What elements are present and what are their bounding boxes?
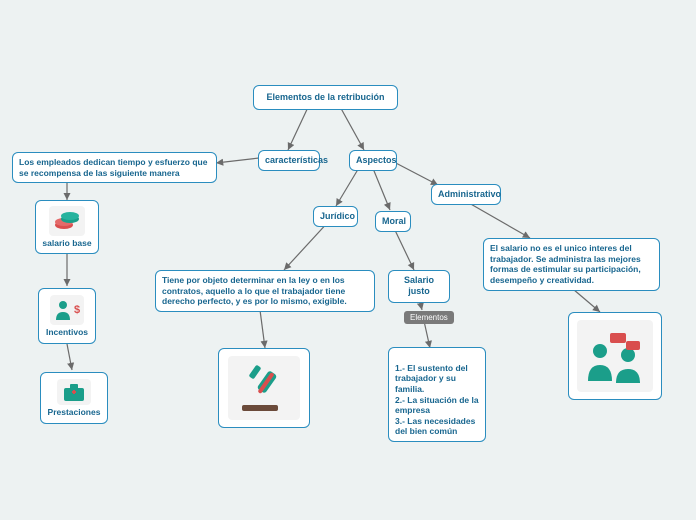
admin-detail-label: El salario no es el unico interes del tr… bbox=[490, 243, 641, 285]
juridico-detail-label: Tiene por objeto determinar en la ley o … bbox=[162, 275, 347, 306]
briefcase-icon bbox=[57, 379, 91, 405]
card-conversation[interactable] bbox=[568, 312, 662, 400]
node-empleados[interactable]: Los empleados dedican tiempo y esfuerzo … bbox=[12, 152, 217, 183]
card-gavel[interactable] bbox=[218, 348, 310, 428]
svg-text:$: $ bbox=[74, 304, 80, 316]
card-incentivos[interactable]: $ Incentivos bbox=[38, 288, 96, 344]
conversation-icon bbox=[577, 320, 653, 392]
gavel-icon bbox=[228, 356, 300, 420]
node-juridico[interactable]: Jurídico bbox=[313, 206, 358, 227]
node-salario-justo-detail[interactable]: 1.- El sustento del trabajador y su fami… bbox=[388, 347, 486, 442]
node-juridico-detail[interactable]: Tiene por objeto determinar en la ley o … bbox=[155, 270, 375, 312]
node-moral[interactable]: Moral bbox=[375, 211, 411, 232]
coins-icon bbox=[49, 206, 85, 236]
administrativo-label: Administrativo bbox=[438, 189, 501, 199]
root-label: Elementos de la retribución bbox=[266, 92, 384, 102]
caracteristicas-label: características bbox=[265, 155, 328, 165]
prestaciones-label: Prestaciones bbox=[48, 407, 101, 417]
node-admin-detail[interactable]: El salario no es el unico interes del tr… bbox=[483, 238, 660, 291]
node-aspectos[interactable]: Aspectos bbox=[349, 150, 397, 171]
salario-base-label: salario base bbox=[42, 238, 91, 248]
incentivos-label: Incentivos bbox=[46, 327, 88, 337]
salario-justo-label: Salario justo bbox=[404, 275, 434, 296]
juridico-label: Jurídico bbox=[320, 211, 355, 221]
elementos-label: Elementos bbox=[410, 313, 448, 322]
empleados-label: Los empleados dedican tiempo y esfuerzo … bbox=[19, 157, 207, 178]
node-salario-justo[interactable]: Salario justo bbox=[388, 270, 450, 303]
incentive-icon: $ bbox=[50, 295, 84, 325]
pill-elementos[interactable]: Elementos bbox=[404, 311, 454, 324]
salario-justo-detail-label: 1.- El sustento del trabajador y su fami… bbox=[395, 363, 479, 437]
node-caracteristicas[interactable]: características bbox=[258, 150, 320, 171]
moral-label: Moral bbox=[382, 216, 406, 226]
node-administrativo[interactable]: Administrativo bbox=[431, 184, 501, 205]
card-prestaciones[interactable]: Prestaciones bbox=[40, 372, 108, 424]
card-salario-base[interactable]: salario base bbox=[35, 200, 99, 254]
aspectos-label: Aspectos bbox=[356, 155, 397, 165]
node-root[interactable]: Elementos de la retribución bbox=[253, 85, 398, 110]
